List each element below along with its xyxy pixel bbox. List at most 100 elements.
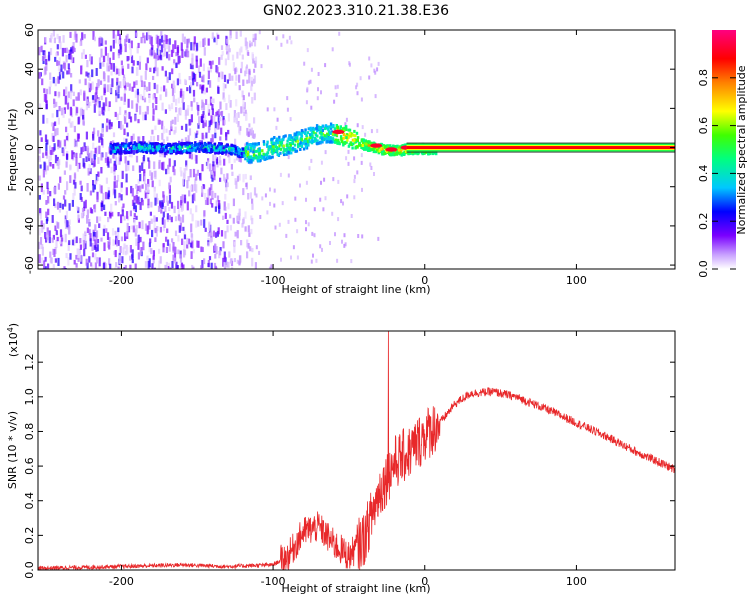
heatmap-cell <box>191 194 194 204</box>
heatmap-cell <box>76 206 79 211</box>
heatmap-cell <box>96 146 99 155</box>
heatmap-cell <box>288 142 292 145</box>
heatmap-cell <box>214 253 217 259</box>
heatmap-cell <box>119 37 122 47</box>
heatmap-cell <box>177 209 180 215</box>
carrier-band-core <box>406 146 675 150</box>
heatmap-cell <box>191 184 194 192</box>
heatmap-cell <box>95 230 99 238</box>
heatmap-cell <box>183 241 186 250</box>
heatmap-cell <box>208 126 211 131</box>
heatmap-cell <box>251 217 254 225</box>
heatmap-cell <box>148 160 151 169</box>
heatmap-cell <box>158 248 161 254</box>
heatmap-cell <box>121 256 124 264</box>
heatmap-cell <box>229 214 232 219</box>
heatmap-cell <box>134 142 138 146</box>
heatmap-cell <box>86 183 89 192</box>
heatmap-cell <box>145 183 148 191</box>
heatmap-cell <box>272 149 275 153</box>
heatmap-cell <box>132 133 135 140</box>
heatmap-cell <box>79 244 82 250</box>
heatmap-cell <box>81 32 84 41</box>
heatmap-cell <box>356 145 359 149</box>
heatmap-cell <box>349 141 352 145</box>
heatmap-cell <box>179 79 182 85</box>
heatmap-cell <box>153 170 156 179</box>
heatmap-cell <box>100 185 103 194</box>
heatmap-cell <box>204 143 208 147</box>
heatmap-cell <box>83 34 86 39</box>
heatmap-cell <box>309 136 312 140</box>
heatmap-cell <box>220 127 223 135</box>
heatmap-cell <box>258 152 262 156</box>
heatmap-cell <box>343 136 346 140</box>
heatmap-cell <box>123 150 126 154</box>
heatmap-cell <box>325 135 328 139</box>
heatmap-cell <box>148 221 151 230</box>
heatmap-cell <box>91 69 94 78</box>
heatmap-cell <box>201 132 204 140</box>
heatmap-cell <box>286 96 289 101</box>
heatmap-cell <box>226 219 229 224</box>
heatmap-cell <box>286 139 289 143</box>
heatmap-cell <box>229 100 232 108</box>
heatmap-cell <box>157 135 160 141</box>
heatmap-cell <box>267 45 269 50</box>
heatmap-cell <box>264 193 267 198</box>
heatmap-cell <box>201 116 204 124</box>
heatmap-cell <box>210 262 213 269</box>
heatmap-cell <box>45 151 48 156</box>
heatmap-cell <box>120 194 123 201</box>
heatmap-cell <box>307 138 311 142</box>
heatmap-cell <box>59 41 62 50</box>
heatmap-cell <box>92 31 95 40</box>
heatmap-cell <box>94 147 97 154</box>
heatmap-cell <box>312 253 314 258</box>
heatmap-cell <box>241 147 245 151</box>
heatmap-cell <box>167 266 170 269</box>
heatmap-cell <box>234 81 237 86</box>
heatmap-cell <box>355 85 358 90</box>
heatmap-cell <box>210 61 213 69</box>
heatmap-cell <box>49 251 52 258</box>
heatmap-cell <box>207 103 210 113</box>
heatmap-cell <box>177 97 180 104</box>
heatmap-cell <box>197 123 200 129</box>
heatmap-cell <box>127 63 130 69</box>
heatmap-cell <box>163 219 166 228</box>
heatmap-cell <box>239 255 242 263</box>
heatmap-cell <box>188 76 191 81</box>
heatmap-cell <box>170 150 173 154</box>
heatmap-cell <box>203 219 206 228</box>
heatmap-cell <box>115 262 118 268</box>
heatmap-cell <box>271 152 274 156</box>
heatmap-cell <box>92 237 95 242</box>
heatmap-cell <box>88 74 91 82</box>
heatmap-cell <box>153 215 156 223</box>
heatmap-cell <box>368 148 371 152</box>
heatmap-cell <box>172 142 175 146</box>
heatmap-cell <box>117 266 120 269</box>
heatmap-cell <box>161 120 164 130</box>
heatmap-cell <box>233 246 236 253</box>
heatmap-cell <box>130 40 133 49</box>
heatmap-cell <box>56 33 59 40</box>
x-tick-label: 0 <box>421 575 428 588</box>
heatmap-cell <box>245 182 248 187</box>
heatmap-cell <box>214 121 217 129</box>
heatmap-cell <box>291 146 295 150</box>
heatmap-cell <box>378 149 381 153</box>
heatmap-cell <box>52 76 55 84</box>
heatmap-cell <box>64 190 67 195</box>
heatmap-cell <box>199 41 202 48</box>
heatmap-cell <box>41 227 44 233</box>
heatmap-cell <box>268 266 271 269</box>
heatmap-cell <box>354 134 357 138</box>
heatmap-cell <box>253 187 257 196</box>
heatmap-cell <box>136 60 139 66</box>
heatmap-cell <box>219 247 222 252</box>
heatmap-cell <box>207 158 210 163</box>
heatmap-cell <box>54 121 57 127</box>
heatmap-cell <box>74 182 77 189</box>
